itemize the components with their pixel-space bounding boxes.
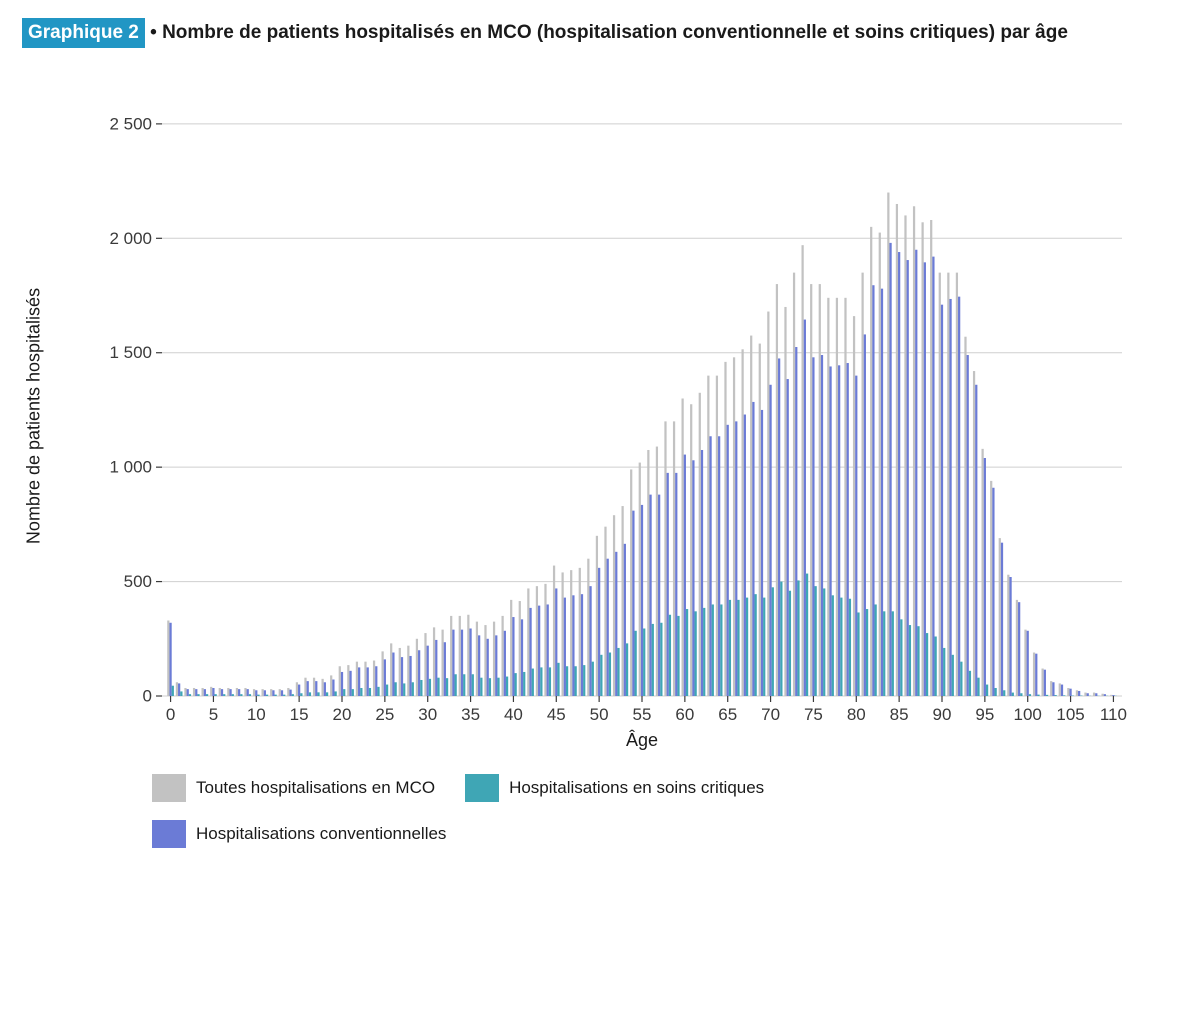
legend-item: Toutes hospitalisations en MCO [152,774,435,802]
svg-text:55: 55 [633,705,652,724]
svg-text:0: 0 [166,705,175,724]
chart-container: Nombre de patients hospitalisés 05001 00… [82,76,1178,756]
svg-text:80: 80 [847,705,866,724]
svg-text:500: 500 [124,572,152,591]
svg-text:45: 45 [547,705,566,724]
legend-label: Hospitalisations conventionnelles [196,824,446,844]
svg-text:10: 10 [247,705,266,724]
svg-text:15: 15 [290,705,309,724]
svg-text:65: 65 [718,705,737,724]
svg-text:2 500: 2 500 [109,114,152,133]
svg-text:75: 75 [804,705,823,724]
svg-text:1 000: 1 000 [109,457,152,476]
legend-label: Toutes hospitalisations en MCO [196,778,435,798]
legend-label: Hospitalisations en soins critiques [509,778,764,798]
svg-text:35: 35 [461,705,480,724]
legend-item: Hospitalisations en soins critiques [465,774,764,802]
svg-text:100: 100 [1014,705,1042,724]
svg-text:0: 0 [143,686,152,705]
legend-swatch [152,820,186,848]
legend: Toutes hospitalisations en MCO Hospitalis… [152,774,972,848]
svg-text:90: 90 [933,705,952,724]
svg-text:20: 20 [333,705,352,724]
svg-text:85: 85 [890,705,909,724]
y-axis-title: Nombre de patients hospitalisés [24,288,45,544]
title-text: Nombre de patients hospitalisés en MCO (… [162,22,1068,43]
svg-text:105: 105 [1056,705,1084,724]
svg-text:60: 60 [675,705,694,724]
svg-text:5: 5 [209,705,218,724]
svg-text:30: 30 [418,705,437,724]
legend-swatch [465,774,499,802]
bar-chart: 0 500 1 000 1 500 2 000 2 500 0 5 10 15 20 25 30 35 40… [82,76,1142,756]
svg-text:1 500: 1 500 [109,343,152,362]
svg-text:110: 110 [1100,705,1127,724]
svg-text:70: 70 [761,705,780,724]
legend-item: Hospitalisations conventionnelles [152,820,446,848]
svg-text:25: 25 [375,705,394,724]
svg-text:Âge: Âge [626,730,658,750]
svg-text:40: 40 [504,705,523,724]
legend-swatch [152,774,186,802]
title-badge: Graphique 2 [22,18,145,48]
chart-title: Graphique 2 • Nombre de patients hospita… [22,18,1178,48]
svg-text:95: 95 [975,705,994,724]
svg-text:50: 50 [590,705,609,724]
title-separator: • [145,22,162,43]
svg-text:2 000: 2 000 [109,228,152,247]
